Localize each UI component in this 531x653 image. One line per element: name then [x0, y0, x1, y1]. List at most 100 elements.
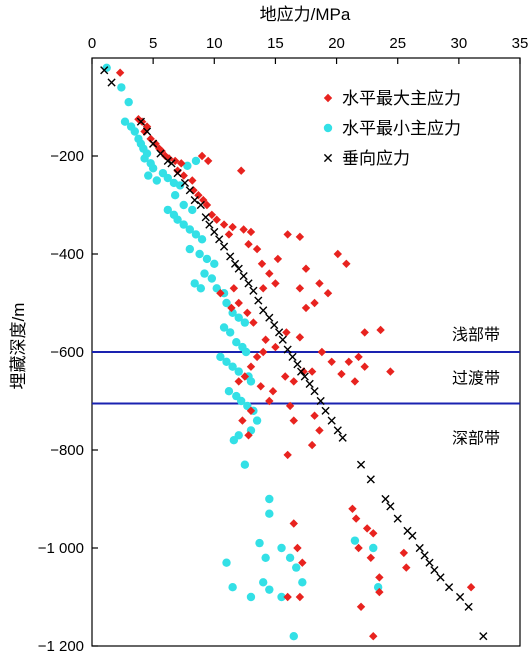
- max-stress-point: [281, 372, 290, 381]
- min-stress-point: [236, 396, 246, 406]
- min-stress-point: [202, 254, 212, 264]
- max-stress-point: [310, 411, 319, 420]
- max-stress-point: [244, 431, 253, 440]
- vertical-stress-point: [455, 592, 465, 602]
- max-stress-point: [360, 362, 369, 371]
- vertical-stress-point: [333, 426, 342, 435]
- max-stress-point: [295, 284, 305, 293]
- legend-label: 水平最大主应力: [342, 89, 461, 108]
- vertical-stress-point: [249, 286, 258, 295]
- vertical-stress-point: [107, 78, 116, 87]
- min-stress-point: [232, 338, 241, 347]
- max-stress-point: [402, 563, 411, 572]
- min-stress-point: [261, 553, 270, 562]
- min-stress-point: [190, 279, 199, 288]
- max-stress-point: [301, 303, 311, 313]
- max-stress-point: [369, 632, 378, 641]
- max-stress-point: [375, 587, 384, 597]
- series-diamond: [115, 68, 476, 641]
- max-stress-point: [348, 504, 357, 513]
- vertical-stress-point: [415, 543, 424, 553]
- max-stress-point: [246, 227, 256, 237]
- vertical-stress-point: [163, 156, 172, 165]
- series-circle: [102, 63, 383, 641]
- max-stress-point: [289, 416, 298, 425]
- max-stress-point: [216, 289, 225, 298]
- min-stress-point: [252, 416, 262, 425]
- zone-label: 过渡带: [452, 370, 500, 388]
- vertical-stress-point: [205, 220, 214, 229]
- max-stress-point: [240, 372, 250, 381]
- max-stress-point: [289, 519, 298, 528]
- min-stress-point: [117, 83, 126, 92]
- min-stress-point: [285, 553, 295, 562]
- max-stress-point: [236, 166, 246, 175]
- min-stress-point: [265, 494, 274, 504]
- vertical-stress-point: [366, 475, 375, 484]
- max-stress-point: [289, 377, 298, 386]
- vertical-stress-point: [283, 345, 292, 354]
- vertical-stress-point: [356, 460, 366, 469]
- zone-label: 浅部带: [452, 326, 500, 344]
- max-stress-point: [265, 269, 274, 278]
- vertical-stress-point: [190, 196, 199, 205]
- max-stress-point: [282, 328, 291, 337]
- max-stress-point: [344, 357, 353, 366]
- x-tick-label: 5: [149, 35, 157, 52]
- max-stress-point: [257, 259, 267, 268]
- max-stress-point: [188, 176, 197, 185]
- max-stress-point: [386, 367, 395, 376]
- max-stress-point: [295, 333, 305, 342]
- max-stress-point: [399, 548, 409, 558]
- max-stress-point: [256, 382, 265, 391]
- min-stress-point: [289, 632, 298, 641]
- max-stress-point: [234, 377, 243, 386]
- max-stress-point: [283, 230, 292, 239]
- max-stress-point: [197, 151, 207, 161]
- max-stress-point: [161, 151, 170, 161]
- min-stress-point: [240, 318, 250, 327]
- max-stress-point: [362, 524, 372, 533]
- min-stress-point: [228, 583, 237, 592]
- min-stress-point: [144, 171, 153, 180]
- max-stress-point: [283, 592, 292, 602]
- vertical-stress-point: [278, 335, 287, 344]
- vertical-stress-point: [305, 379, 314, 388]
- vertical-stress-point: [464, 602, 473, 611]
- max-stress-point: [315, 426, 324, 435]
- min-stress-point: [175, 181, 185, 190]
- max-stress-point: [342, 259, 351, 268]
- vertical-stress-point: [196, 200, 205, 210]
- max-stress-point: [375, 573, 384, 582]
- max-stress-point: [259, 284, 268, 293]
- vertical-stress-point: [293, 360, 302, 369]
- max-stress-point: [298, 558, 307, 567]
- vertical-stress-point: [136, 117, 146, 126]
- max-stress-point: [252, 352, 262, 362]
- max-stress-point: [227, 303, 236, 313]
- max-stress-point: [271, 342, 280, 352]
- y-axis-title: 埋藏深度/m: [9, 303, 28, 390]
- min-stress-point: [191, 230, 201, 239]
- max-stress-point: [360, 328, 369, 337]
- min-stress-point: [255, 538, 264, 548]
- min-stress-point: [152, 176, 162, 185]
- x-tick-label: 15: [267, 35, 284, 52]
- min-stress-point: [265, 585, 274, 594]
- vertical-stress-point: [321, 406, 330, 415]
- vertical-stress-point: [156, 149, 165, 158]
- vertical-stress-point: [316, 396, 325, 406]
- min-stress-point: [130, 127, 139, 136]
- max-stress-point: [310, 298, 319, 308]
- min-stress-point: [163, 173, 173, 183]
- vertical-stress-point: [219, 242, 229, 251]
- max-stress-point: [207, 210, 217, 219]
- x-tick-label: 0: [88, 35, 96, 52]
- vertical-stress-point: [275, 328, 284, 337]
- vertical-stress-point: [259, 306, 268, 315]
- max-stress-point: [246, 406, 256, 415]
- max-stress-point: [337, 369, 346, 379]
- vertical-stress-point: [210, 227, 219, 237]
